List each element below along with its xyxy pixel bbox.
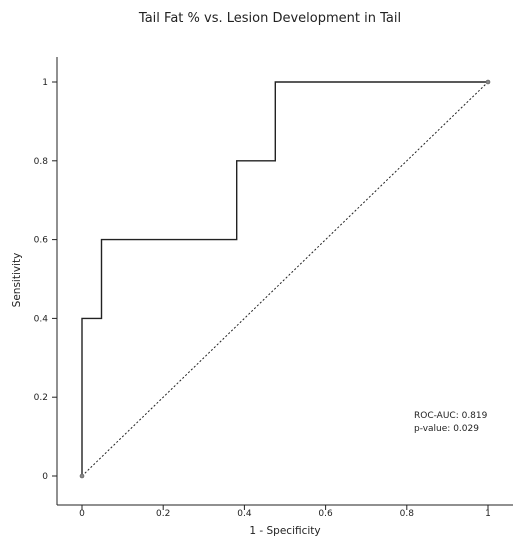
y-tick-label: 0.4 [34,314,49,324]
y-axis-label: Sensitivity [11,253,23,308]
x-tick-label: 0 [79,509,85,519]
series-layer [79,79,491,479]
y-axis-ticks: 0 0.2 0.4 0.6 0.8 1 [34,78,57,482]
y-tick-label: 0 [42,472,48,482]
x-tick-label: 0.8 [400,509,415,519]
y-tick-label: 0.2 [34,393,48,403]
x-axis-ticks: 0 0.2 0.4 0.6 0.8 1 [79,505,491,519]
endpoint-marker [79,473,85,479]
roc-curve-line [81,81,488,476]
chart-title: Tail Fat % vs. Lesion Development in Tai… [138,11,401,26]
y-tick-label: 0.8 [34,157,49,167]
x-tick-label: 0.2 [156,509,170,519]
y-tick-label: 1 [42,78,48,88]
x-tick-label: 0.4 [237,509,252,519]
x-tick-label: 0.6 [318,509,333,519]
y-tick-label: 0.6 [34,236,49,246]
x-tick-label: 1 [485,509,491,519]
endpoint-marker [485,79,491,85]
x-axis-label: 1 - Specificity [249,525,320,537]
auc-annotation: ROC-AUC: 0.819 [414,411,488,421]
pvalue-annotation: p-value: 0.029 [414,424,479,434]
